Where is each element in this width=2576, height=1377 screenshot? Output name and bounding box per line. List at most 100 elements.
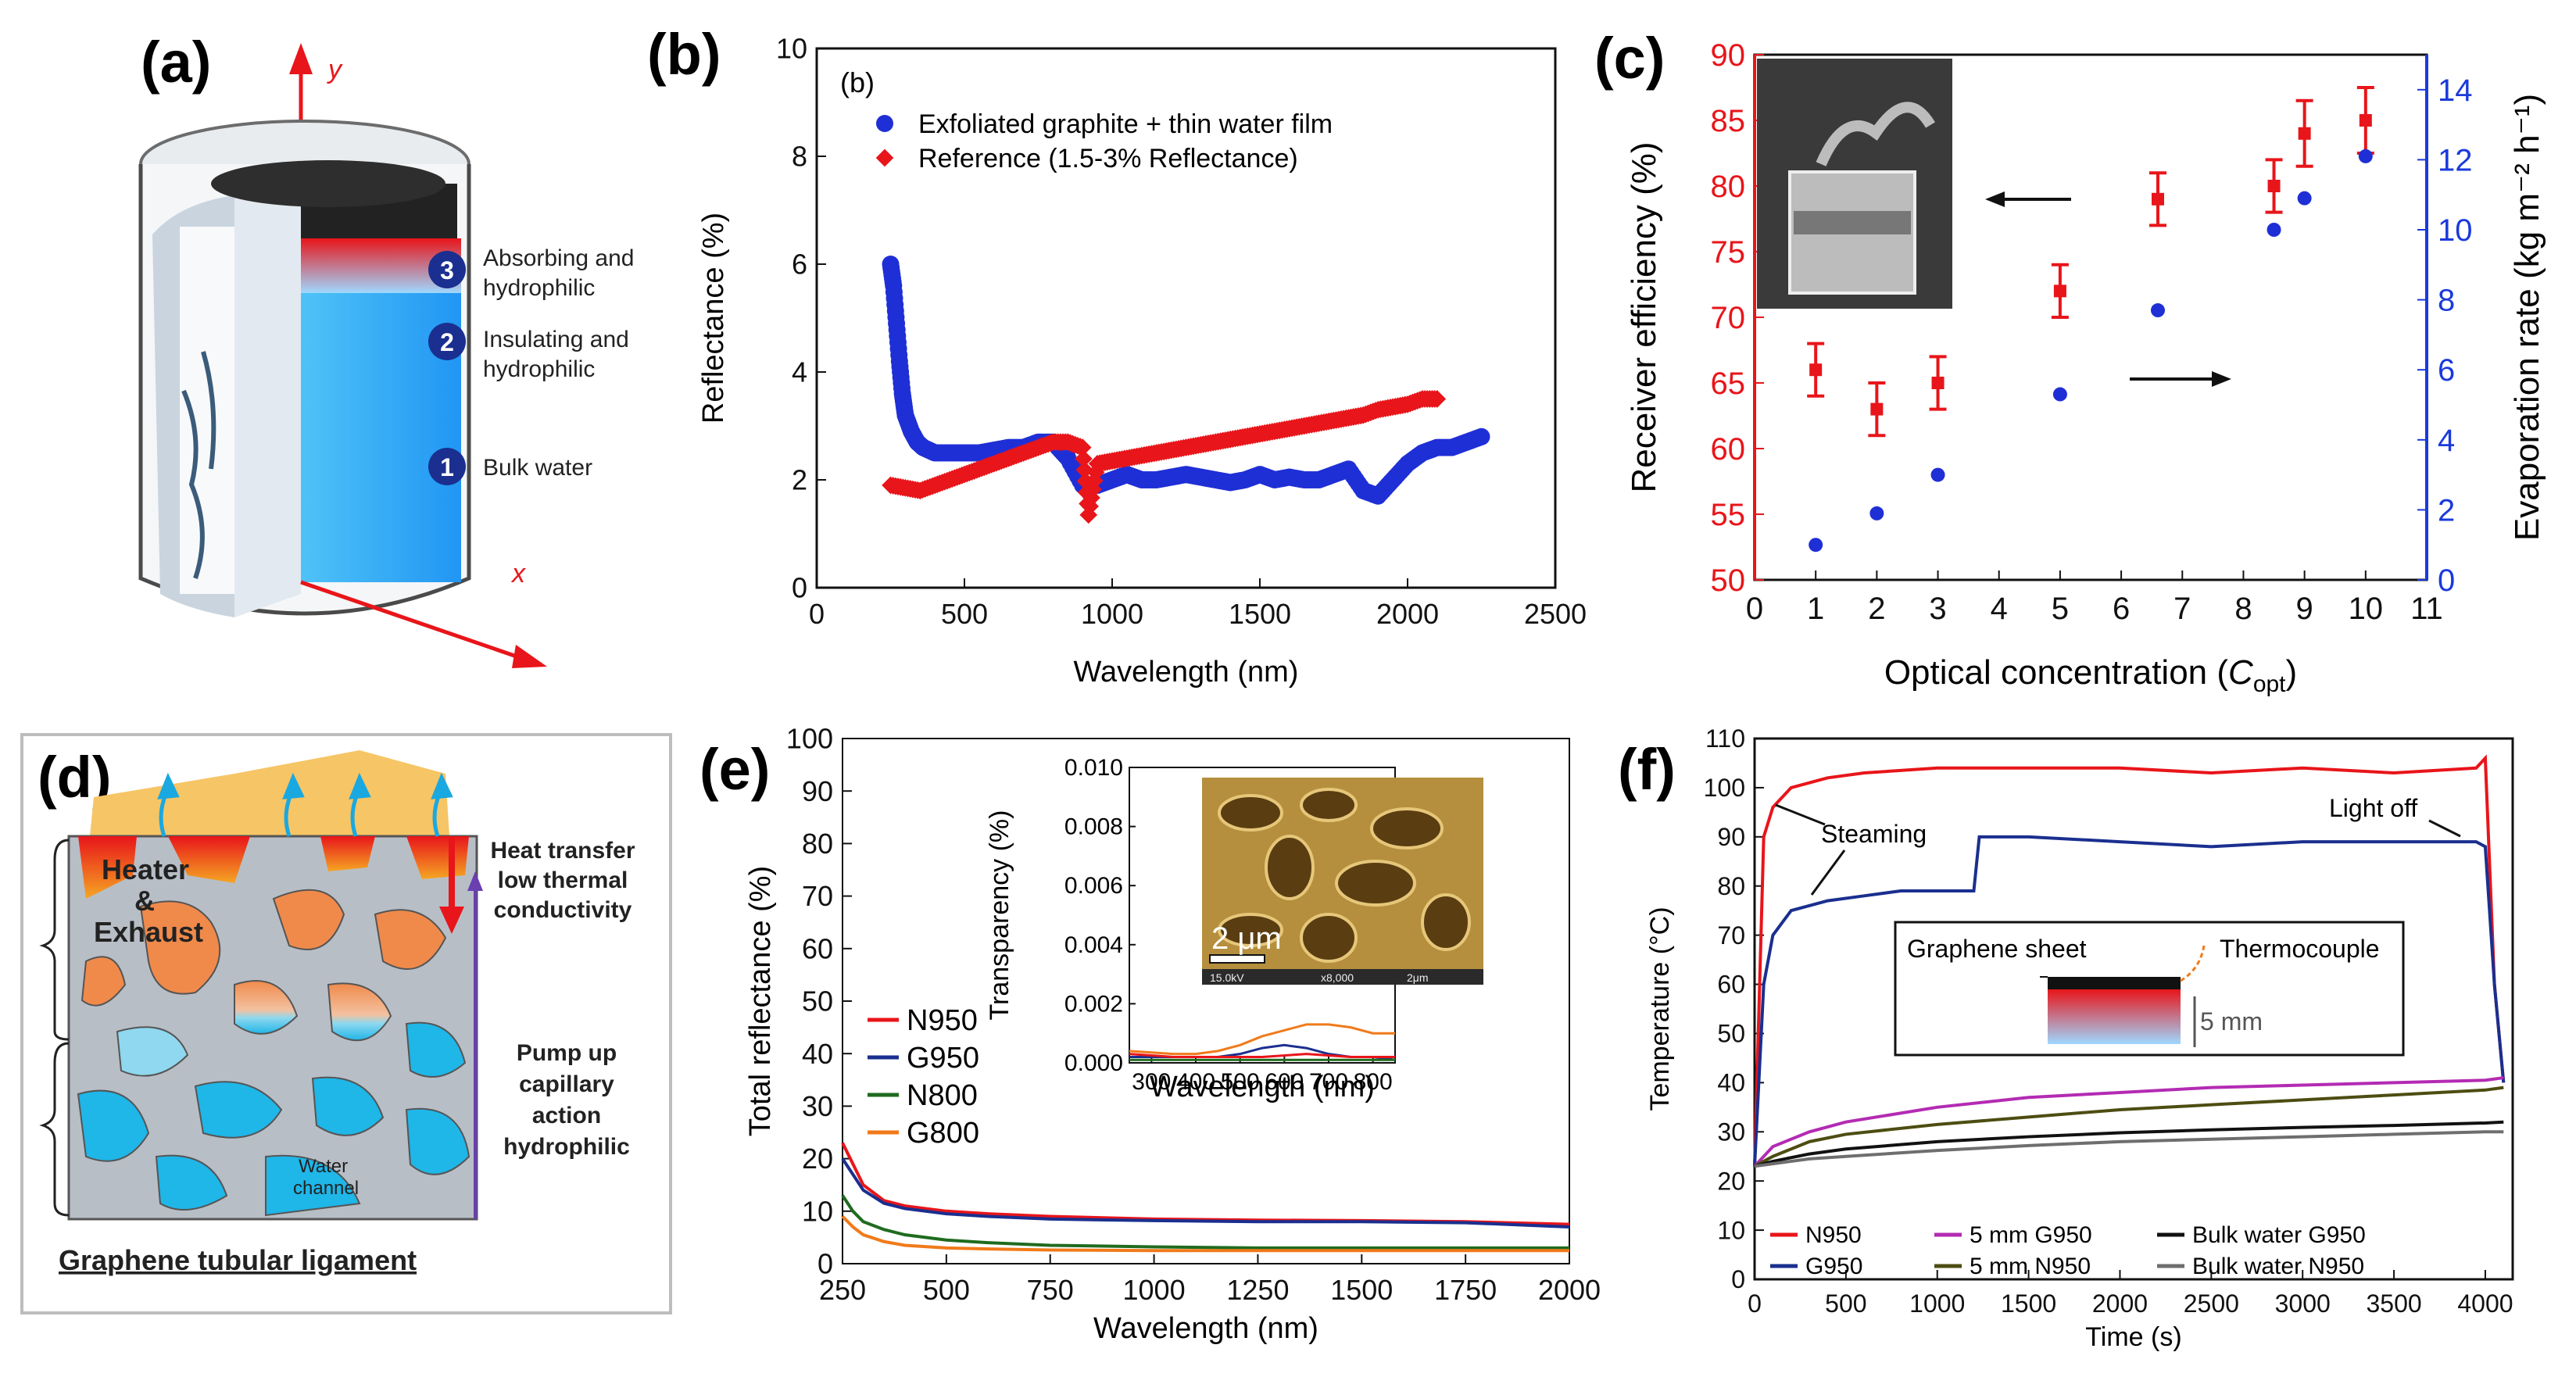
- legend-label-G800: G800: [907, 1117, 979, 1150]
- data-point-efficiency: [1809, 363, 1823, 377]
- x-axis-title: Time (s): [2085, 1322, 2181, 1352]
- inset-x-tick-label: 800: [1354, 1069, 1393, 1095]
- series-line-5-mm-N950: [1754, 1086, 2504, 1168]
- y-tick-label: 30: [802, 1090, 833, 1122]
- x-tick-label: 4000: [2457, 1289, 2513, 1318]
- y-tick-label: 0: [792, 572, 807, 604]
- series-line-N950: [841, 1142, 1570, 1226]
- inset-x-title: Wavelength (nm): [1150, 1071, 1375, 1103]
- sem-pore: [1421, 893, 1471, 951]
- steaming-arrow-1: [1775, 803, 1826, 826]
- annotation-steaming: Steaming: [1821, 820, 1927, 848]
- axis-x-arrow-icon: [512, 645, 547, 668]
- inset-y-tick-label: 0.004: [1064, 932, 1123, 958]
- y-axis-title: Total reflectance (%): [744, 866, 777, 1136]
- inner-label: (b): [840, 66, 875, 98]
- x-axis-title: Optical concentration (Copt): [1884, 653, 2297, 697]
- y-tick-label: 70: [1711, 301, 1746, 335]
- heat-transfer-1: Heat transfer: [490, 838, 635, 864]
- y-tick-label: 90: [1711, 38, 1746, 73]
- panel-b-label: (b): [647, 22, 721, 87]
- y-tick-label: 100: [1704, 774, 1745, 802]
- axis-y-label: y: [327, 55, 343, 84]
- y-tick-label: 50: [1717, 1020, 1745, 1048]
- data-point-evaporation: [2358, 148, 2373, 163]
- x-tick-label: 7: [2174, 592, 2191, 626]
- legend-label-Bulk-water-G950: Bulk water G950: [2192, 1222, 2366, 1248]
- x-axis-title: Wavelength (nm): [1074, 656, 1299, 688]
- inset-thermocouple-wire: [2180, 945, 2206, 982]
- inset-x-tick-label: 400: [1176, 1069, 1215, 1095]
- x-tick-label: 1000: [1081, 598, 1143, 630]
- inset-y-tick-label: 0.008: [1064, 814, 1123, 840]
- y-tick-label: 85: [1711, 104, 1746, 138]
- layer-3-line1: Absorbing and: [483, 245, 634, 271]
- data-point-evaporation: [2267, 223, 2281, 237]
- y-tick-label: 8: [792, 141, 807, 173]
- y-tick-label: 75: [1711, 235, 1746, 270]
- series-line-N950: [1753, 754, 2506, 1167]
- heat-arrow-icon: [439, 907, 464, 934]
- inset-x-tick-label: 600: [1265, 1069, 1304, 1095]
- y-tick-label: 4: [792, 356, 807, 388]
- badge-3: [428, 251, 466, 288]
- y-tick-label: 6: [792, 249, 807, 281]
- chart-c: (c)0 1 2 3 4 5 6 7 8 9 10 1150556065707580859002468…: [1594, 26, 2546, 697]
- layer-2-line1: Insulating and: [483, 327, 629, 352]
- y2-tick-label: 2: [2438, 493, 2455, 528]
- chart-e: (e) 250 500 750 1000 1250 1500 1750 2000 0 10 20 30 4…: [699, 723, 1601, 1345]
- y-tick-label: 0: [818, 1248, 833, 1280]
- sem-scalebar: [1209, 954, 1265, 964]
- pump-up-1: Pump up: [517, 1040, 617, 1066]
- y-tick-label: 10: [776, 33, 807, 65]
- y-tick-label: 60: [802, 932, 833, 964]
- y-tick-label: 40: [802, 1038, 833, 1070]
- series-line-5-mm-G950: [1753, 1076, 2504, 1168]
- inset-thermocouple: Thermocouple: [2220, 935, 2380, 963]
- y-tick-label: 10: [802, 1195, 833, 1227]
- y-tick-label: 70: [1717, 921, 1745, 950]
- x-tick-label: 1000: [1123, 1274, 1186, 1306]
- y-tick-label: 30: [1717, 1118, 1745, 1146]
- y-tick-label: 50: [802, 985, 833, 1018]
- sem-pore: [1265, 835, 1315, 900]
- y2-tick-label: 4: [2438, 424, 2455, 458]
- water-channel-line1: Water: [299, 1156, 348, 1177]
- x-tick-label: 3000: [2275, 1289, 2331, 1318]
- layer-2-line2: hydrophilic: [483, 356, 595, 382]
- cylinder-cut-face: [180, 227, 234, 594]
- panel-f-label: (f): [1618, 737, 1676, 802]
- series-line-N800: [841, 1194, 1569, 1250]
- panel-d: (d): [20, 733, 672, 1314]
- sem-pore: [1370, 807, 1444, 849]
- chart-b: (b) 0 500 1000 1500 2000 2500 0 2 4 6 8 10 (b) Wavelen…: [647, 22, 1587, 688]
- x-tick-label: 11: [2410, 592, 2443, 626]
- data-point-evaporation: [1809, 538, 1823, 553]
- exhaust-plume: [90, 750, 449, 836]
- y-tick-label: 50: [1711, 563, 1746, 598]
- data-point-exfoliated: [1472, 427, 1490, 445]
- inset-x-tick-label: 700: [1309, 1069, 1348, 1095]
- plot-frame: [1753, 737, 2514, 1281]
- y2-tick-label: 0: [2438, 563, 2455, 598]
- data-point-efficiency: [2359, 114, 2372, 127]
- y-tick-label: 80: [802, 828, 833, 860]
- x-tick-label: 2000: [1376, 598, 1439, 630]
- legend-label-G950: G950: [1805, 1254, 1862, 1279]
- light-off-arrow: [2428, 819, 2461, 838]
- exhaust-label: Exhaust: [94, 916, 203, 948]
- y-tick-label: 20: [1717, 1167, 1745, 1195]
- heat-transfer-3: conductivity: [494, 897, 632, 923]
- sem-info-voltage: 15.0kV: [1210, 971, 1244, 984]
- x-tick-label: 1500: [1330, 1274, 1393, 1306]
- legend-label-N800: N800: [907, 1079, 978, 1112]
- data-point-evaporation: [2297, 191, 2312, 206]
- y-tick-label: 0: [1731, 1265, 1745, 1293]
- y-tick-label: 90: [802, 775, 833, 807]
- plot-frame: [815, 47, 1557, 589]
- y-tick-label: 40: [1717, 1069, 1745, 1097]
- y2-tick-label: 12: [2438, 143, 2473, 177]
- axis-y-arrow-icon: [289, 43, 313, 74]
- x-tick-label: 750: [1027, 1274, 1074, 1306]
